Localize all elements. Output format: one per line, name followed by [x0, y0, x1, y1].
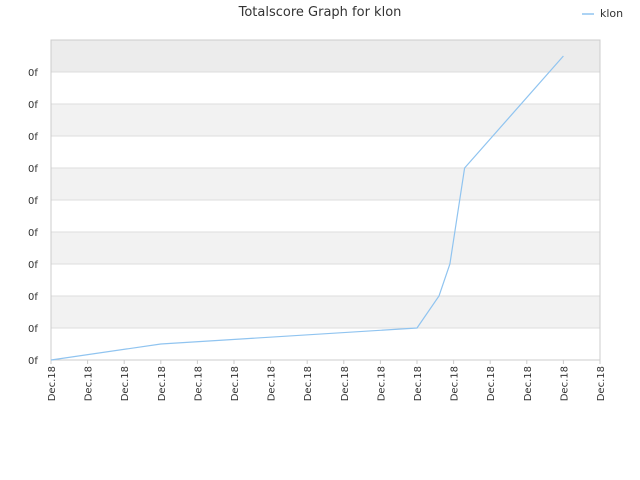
x-tick-label: Dec.18: [157, 366, 168, 401]
plot-band: [51, 104, 600, 136]
plot-band: [51, 264, 600, 296]
y-tick-label: 0f: [28, 324, 38, 335]
y-tick-label: 0f: [28, 164, 38, 175]
y-tick-label: 0f: [28, 260, 38, 271]
plot-band: [51, 232, 600, 264]
plot-bands: [51, 40, 600, 360]
chart-title: Totalscore Graph for klon: [238, 5, 402, 20]
x-tick-label: Dec.18: [303, 366, 314, 401]
x-tick-label: Dec.18: [559, 366, 570, 401]
plot-border: [50, 39, 601, 361]
series-layer: [50, 55, 564, 361]
plot-band: [51, 136, 600, 168]
axes: [50, 39, 601, 361]
plot-band-top: [51, 40, 600, 72]
y-tick-label: 0f: [28, 100, 38, 111]
x-tick-label: Dec.18: [84, 366, 95, 401]
plot-band: [51, 296, 600, 328]
x-tick-label: Dec.18: [120, 366, 131, 401]
x-tick-label: Dec.18: [450, 366, 461, 401]
x-tick-label: Dec.18: [340, 366, 351, 401]
x-tick-label: Dec.18: [523, 366, 534, 401]
x-tick-label: Dec.18: [596, 366, 607, 401]
y-tick-label: 0f: [28, 356, 38, 367]
x-tick-label: Dec.18: [47, 366, 58, 401]
x-tick-label: Dec.18: [376, 366, 387, 401]
series-line-klon: [50, 55, 564, 361]
plot-band: [51, 328, 600, 360]
legend-label-klon: klon: [600, 7, 623, 20]
y-tick-label: 0f: [28, 132, 38, 143]
y-tick-labels: 0f 0f 0f 0f 0f 0f 0f 0f 0f 0f: [28, 68, 38, 367]
y-tick-label: 0f: [28, 196, 38, 207]
legend[interactable]: klon: [582, 7, 623, 20]
x-tick-labels: Dec.18 Dec.18 Dec.18 Dec.18 Dec.18 Dec.18 Dec.…: [47, 360, 607, 401]
y-tick-label: 0f: [28, 228, 38, 239]
plot-band: [51, 72, 600, 104]
plot-band: [51, 200, 600, 232]
x-tick-label: Dec.18: [193, 366, 204, 401]
y-tick-label: 0f: [28, 68, 38, 79]
plot-band: [51, 168, 600, 200]
x-tick-label: Dec.18: [486, 366, 497, 401]
x-tick-label: Dec.18: [413, 366, 424, 401]
y-tick-label: 0f: [28, 292, 38, 303]
x-tick-label: Dec.18: [230, 366, 241, 401]
x-tick-label: Dec.18: [267, 366, 278, 401]
